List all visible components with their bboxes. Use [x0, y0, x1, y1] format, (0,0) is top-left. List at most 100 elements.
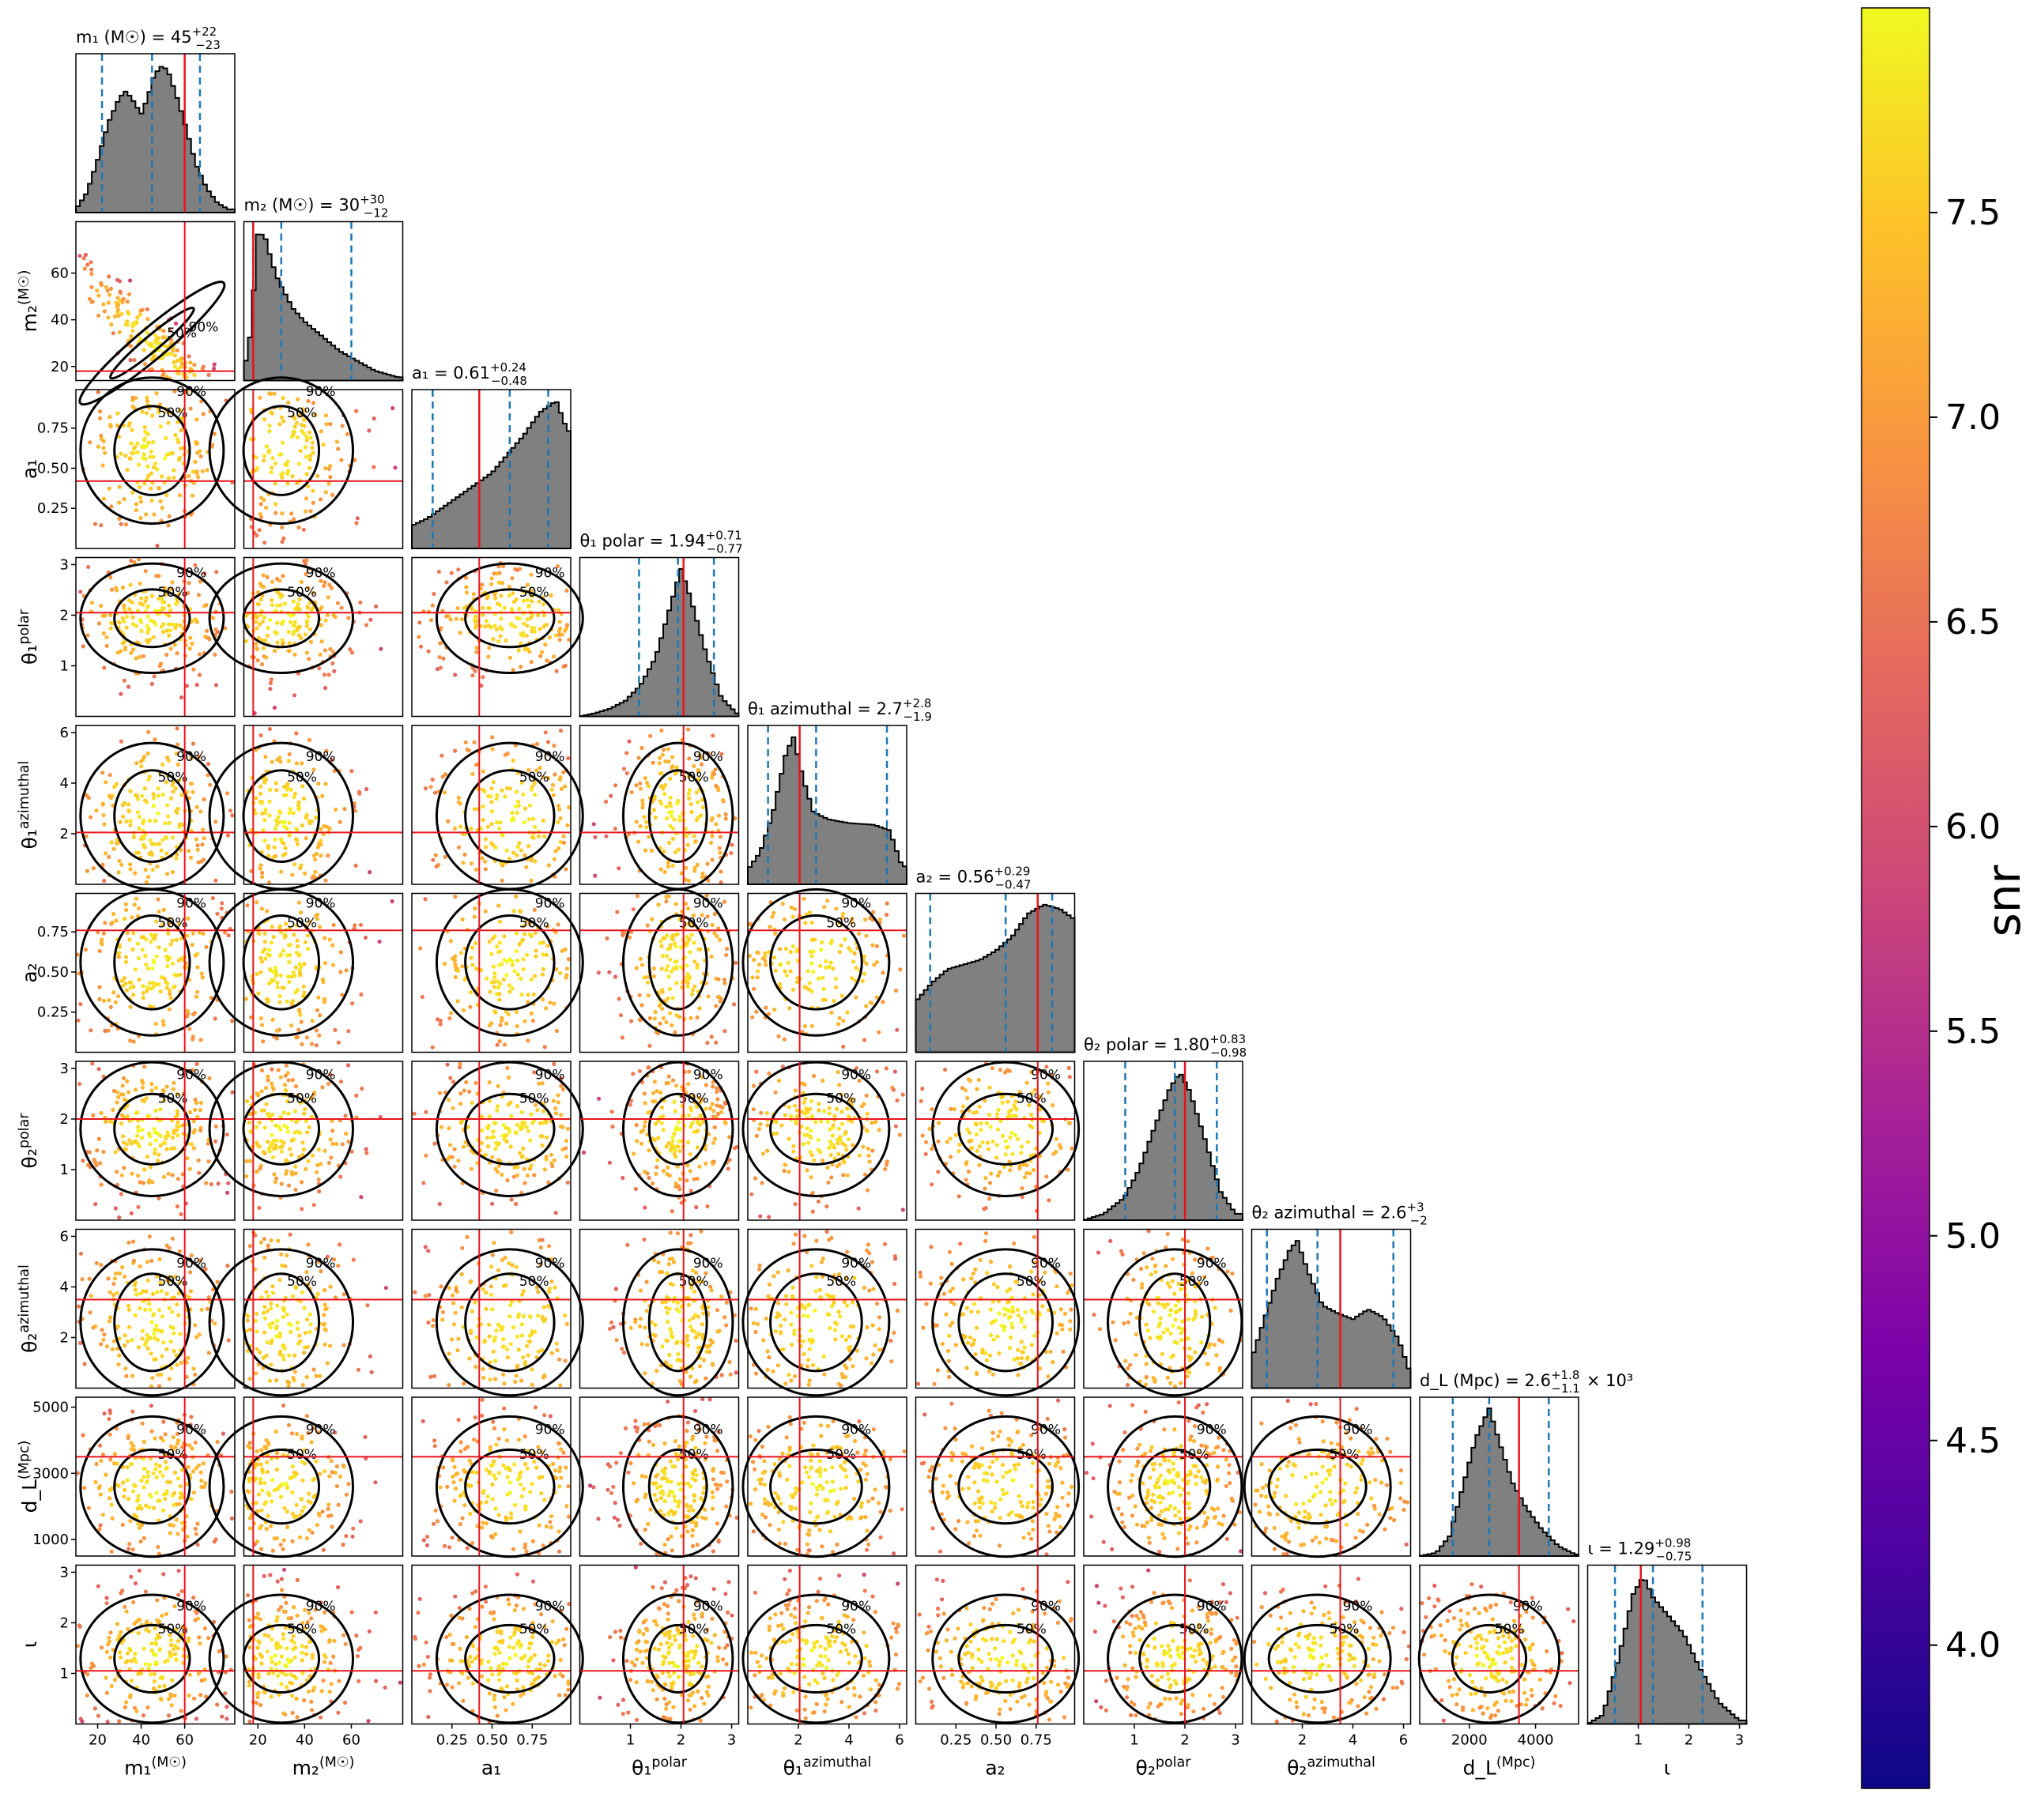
scatter-points	[588, 1396, 739, 1556]
scatter-frame	[411, 892, 572, 1053]
contour-90pct	[435, 1415, 584, 1558]
scatter-panel-m1-a1: 50%90%	[75, 376, 236, 549]
histogram-iota	[1586, 1579, 1748, 1725]
x-tick-label: 4000	[1518, 1732, 1554, 1749]
scatter-panel-theta1-theta2: 50% 90%	[579, 1061, 740, 1221]
contour-90pct	[931, 1061, 1081, 1197]
x-tick-label: 60	[175, 1732, 194, 1749]
scatter-panel-a1-iota: 50%90%	[411, 1564, 584, 1725]
hist-frame-phi2	[1251, 1228, 1412, 1389]
y-axis-label-a2: a₂	[18, 963, 41, 982]
x-axis-label-phi1: θ₁azimuthal	[783, 1755, 872, 1780]
y-tick-label: 6	[60, 1228, 69, 1245]
contour-label: 50%	[679, 1447, 709, 1463]
scatter-frame	[1083, 1396, 1243, 1557]
scatter-panel-a1-phi1: 50%90%	[411, 725, 584, 891]
contour-label: 90%	[1031, 1422, 1061, 1438]
contour-label: 90%	[841, 895, 871, 911]
x-tick-label: 40	[296, 1732, 314, 1749]
contour-label: 50%	[158, 1274, 188, 1290]
contour-label: 90%	[535, 749, 565, 765]
scatter-points	[607, 1229, 738, 1387]
y-tick-label: 1	[60, 1162, 69, 1178]
scatter-points	[919, 1398, 1074, 1557]
scatter-points	[581, 1061, 739, 1214]
contour-label: 90%	[306, 749, 336, 765]
contour-label: 50%	[679, 1091, 709, 1106]
contour-label: 90%	[535, 895, 565, 911]
scatter-panel-a1-theta1: 50%90%	[411, 556, 584, 718]
y-tick-label: 1	[60, 1665, 69, 1682]
scatter-frame	[747, 1396, 907, 1557]
contour-50pct	[957, 1623, 1054, 1694]
scatter-panel-theta1-dL: 50% 90%	[579, 1396, 740, 1558]
scatter-panel-phi1-iota: 50%90%	[741, 1564, 907, 1725]
y-tick-label: 2	[60, 1111, 69, 1128]
contour-90pct	[741, 1593, 891, 1724]
x-tick-label: 2	[1684, 1732, 1693, 1749]
y-tick-label: 20	[51, 359, 69, 375]
x-tick-label: 20	[249, 1732, 267, 1749]
scatter-panel-a1-a2: 50%90%	[411, 887, 584, 1053]
y-axis-theta2: 1 2 3 θ₂polar	[17, 1061, 76, 1178]
contour-label: 90%	[176, 384, 206, 400]
hist-title-theta2: θ₂ polar = 1.80+0.83 −0.98	[1084, 1032, 1247, 1060]
contour-90pct	[79, 1593, 225, 1724]
x-axis-a2: 0.25 0.50 0.75 a₂	[940, 1724, 1052, 1780]
contour-90pct	[208, 562, 355, 675]
contour-label: 50%	[158, 1447, 188, 1463]
colorbar-label: snr	[1977, 865, 2031, 936]
scatter-panel-a1-theta2: 50% 90%	[411, 1061, 584, 1221]
contour-50pct	[647, 1092, 708, 1166]
hist-frame-a1	[411, 389, 572, 549]
contour-50pct	[464, 1448, 556, 1525]
contour-label: 90%	[1031, 1256, 1061, 1272]
contour-label: 50%	[287, 915, 317, 931]
colorbar-tick-label: 4.5	[1945, 1421, 2001, 1461]
contour-90pct	[79, 376, 225, 526]
scatter-frame	[411, 1061, 572, 1221]
scatter-panel-a1-dL: 50% 90%	[411, 1396, 584, 1558]
contour-90pct	[435, 1593, 584, 1724]
hist-frame-m2	[243, 220, 404, 382]
scatter-frame	[75, 1396, 236, 1557]
scatter-panel-phi2-dL: 50% 90%	[1243, 1396, 1412, 1558]
scatter-panel-m1-theta1: 50%90%	[75, 556, 236, 718]
hist-frame-iota	[1586, 1564, 1748, 1725]
contour-90pct	[931, 1248, 1081, 1397]
contour-label: 50%	[679, 1274, 709, 1290]
scatter-frame	[75, 389, 236, 549]
scatter-frame	[1083, 1564, 1243, 1725]
y-tick-label: 6	[60, 725, 69, 741]
hist-title-phi1: θ₁ azimuthal = 2.7+2.8 −1.9	[748, 696, 932, 724]
contour-label: 50%	[1179, 1622, 1209, 1637]
contour-label: 90%	[535, 1067, 565, 1083]
hist-panel-phi2: θ₂ azimuthal = 2.6+3 −2	[1251, 1200, 1428, 1389]
contour-label: 50%	[158, 915, 188, 931]
x-axis-phi2: 2 4 6 θ₂azimuthal	[1287, 1724, 1408, 1780]
contour-label: 50%	[519, 585, 549, 601]
y-tick-label: 3000	[32, 1465, 69, 1482]
scatter-frame	[1251, 1396, 1412, 1557]
contour-90pct	[435, 1248, 584, 1397]
scatter-panel-phi1-a2: 50%90%	[741, 887, 907, 1053]
x-tick-label: 2	[1180, 1732, 1189, 1749]
contour-label: 90%	[1197, 1422, 1227, 1438]
contour-label: 50%	[158, 1622, 188, 1637]
contour-90pct	[931, 1593, 1081, 1724]
contour-label: 90%	[841, 1256, 871, 1272]
contour-label: 50%	[1017, 1091, 1047, 1106]
contour-50pct	[113, 769, 191, 863]
contour-label: 90%	[1513, 1599, 1543, 1615]
contour-90pct	[1417, 1593, 1561, 1724]
colorbar-tick-label: 7.5	[1945, 193, 2001, 233]
hist-panel-theta1: θ₁ polar = 1.94+0.71 −0.77	[579, 529, 743, 718]
contour-50pct	[464, 1272, 556, 1373]
x-tick-label: 6	[895, 1732, 904, 1749]
scatter-points	[243, 899, 394, 1048]
contour-label: 90%	[306, 1599, 336, 1615]
contour-90pct	[741, 1061, 891, 1197]
colorbar-tick-label: 7.0	[1945, 398, 2001, 438]
contour-50pct	[113, 1448, 191, 1525]
